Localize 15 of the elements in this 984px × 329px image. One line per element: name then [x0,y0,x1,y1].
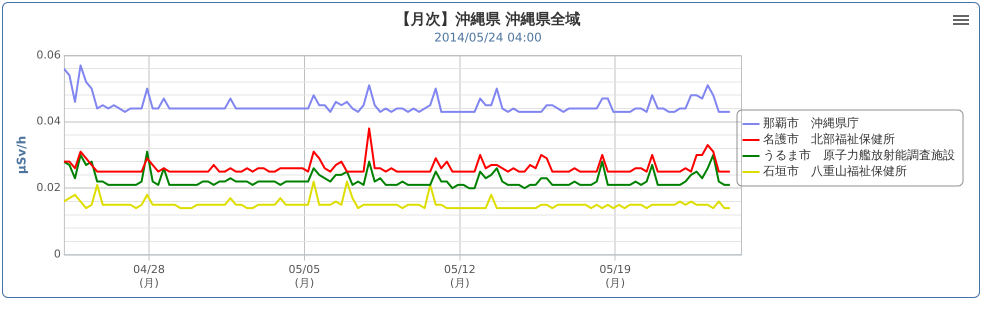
chart-title: 【月次】沖縄県 沖縄県全域 [395,10,581,28]
x-tick-label: 05/19 (月) [599,263,632,290]
legend-label: うるま市 原子力艦放射能調査施設 [763,148,955,162]
y-tick-label: 0.04 [36,114,61,128]
x-tick-label: 04/28 (月) [133,263,165,290]
legend-label: 石垣市 八重山福祉保健所 [763,164,907,178]
y-tick-label: 0 [54,247,61,260]
chart-subtitle: 2014/05/24 04:00 [434,30,542,44]
x-tick-label: 05/05 (月) [288,263,320,290]
y-tick-label: 0.06 [36,48,61,62]
x-tick-label: 05/12 (月) [444,263,476,290]
y-axis-title: μSv/h [14,136,28,174]
y-tick-label: 0.02 [36,181,61,194]
legend-label: 名護市 北部福祉保健所 [763,132,895,146]
legend-label: 那覇市 沖縄県庁 [763,116,859,130]
